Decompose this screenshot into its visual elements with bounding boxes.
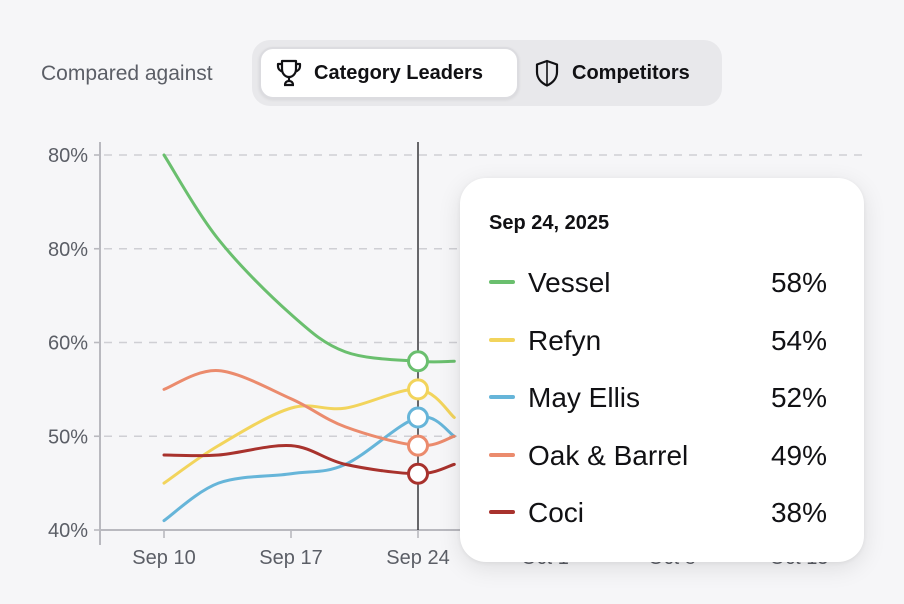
trophy-icon	[276, 59, 302, 87]
tooltip-row-may-ellis: May Ellis 52%	[489, 377, 829, 417]
y-tick-label: 80%	[48, 239, 88, 261]
series-line-vessel	[162, 153, 456, 364]
tooltip-series-name: Refyn	[528, 325, 602, 356]
tooltip-series-value: 49%	[770, 440, 827, 471]
tooltip-series-value: 54%	[770, 325, 827, 356]
tab-category-leaders-label: Category Leaders	[314, 61, 483, 84]
tab-competitors-label: Competitors	[572, 61, 690, 84]
y-tick-label: 80%	[48, 145, 88, 167]
legend-swatch-may-ellis	[489, 395, 515, 399]
tab-competitors[interactable]: Competitors	[524, 47, 714, 99]
tooltip-series-name: Oak & Barrel	[528, 440, 689, 471]
tooltip-series-value: 58%	[770, 267, 827, 298]
x-tick-label: Sep 17	[259, 547, 322, 569]
tooltip-date: Sep 24, 2025	[489, 212, 610, 234]
comparison-toggle: Category Leaders Competitors	[252, 40, 722, 106]
y-tick-label: 60%	[48, 333, 88, 355]
hover-marker-coci	[407, 462, 429, 485]
x-tick-label: Sep 10	[132, 547, 195, 569]
hover-marker-oak-barrel	[407, 434, 429, 457]
legend-swatch-refyn	[489, 338, 515, 342]
legend-swatch-coci	[489, 510, 515, 514]
tooltip-row-refyn: Refyn 54%	[489, 320, 829, 360]
tooltip-series-name: May Ellis	[528, 382, 641, 413]
legend-swatch-oak-barrel	[489, 453, 515, 457]
compared-against-label: Compared against	[41, 62, 213, 85]
legend-swatch-vessel	[489, 280, 515, 284]
hover-marker-refyn	[407, 378, 429, 401]
tooltip-series-value: 38%	[770, 497, 827, 528]
shield-icon	[535, 59, 559, 87]
tooltip-row-oak-barrel: Oak & Barrel 49%	[489, 435, 829, 475]
tooltip-series-name: Vessel	[528, 267, 611, 298]
hover-marker-may-ellis	[407, 406, 429, 429]
hover-marker-vessel	[407, 350, 429, 373]
tooltip-row-vessel: Vessel 58%	[489, 262, 829, 302]
y-tick-label: 50%	[48, 426, 88, 448]
tooltip-row-coci: Coci 38%	[489, 492, 829, 532]
tooltip-series-name: Coci	[528, 497, 585, 528]
tab-category-leaders[interactable]: Category Leaders	[259, 47, 519, 99]
y-tick-label: 40%	[48, 520, 88, 542]
x-tick-label: Sep 24	[386, 547, 449, 569]
hover-tooltip: Sep 24, 2025 Vessel 58% Refyn 54% May El…	[460, 178, 864, 562]
tooltip-series-value: 52%	[770, 382, 827, 413]
